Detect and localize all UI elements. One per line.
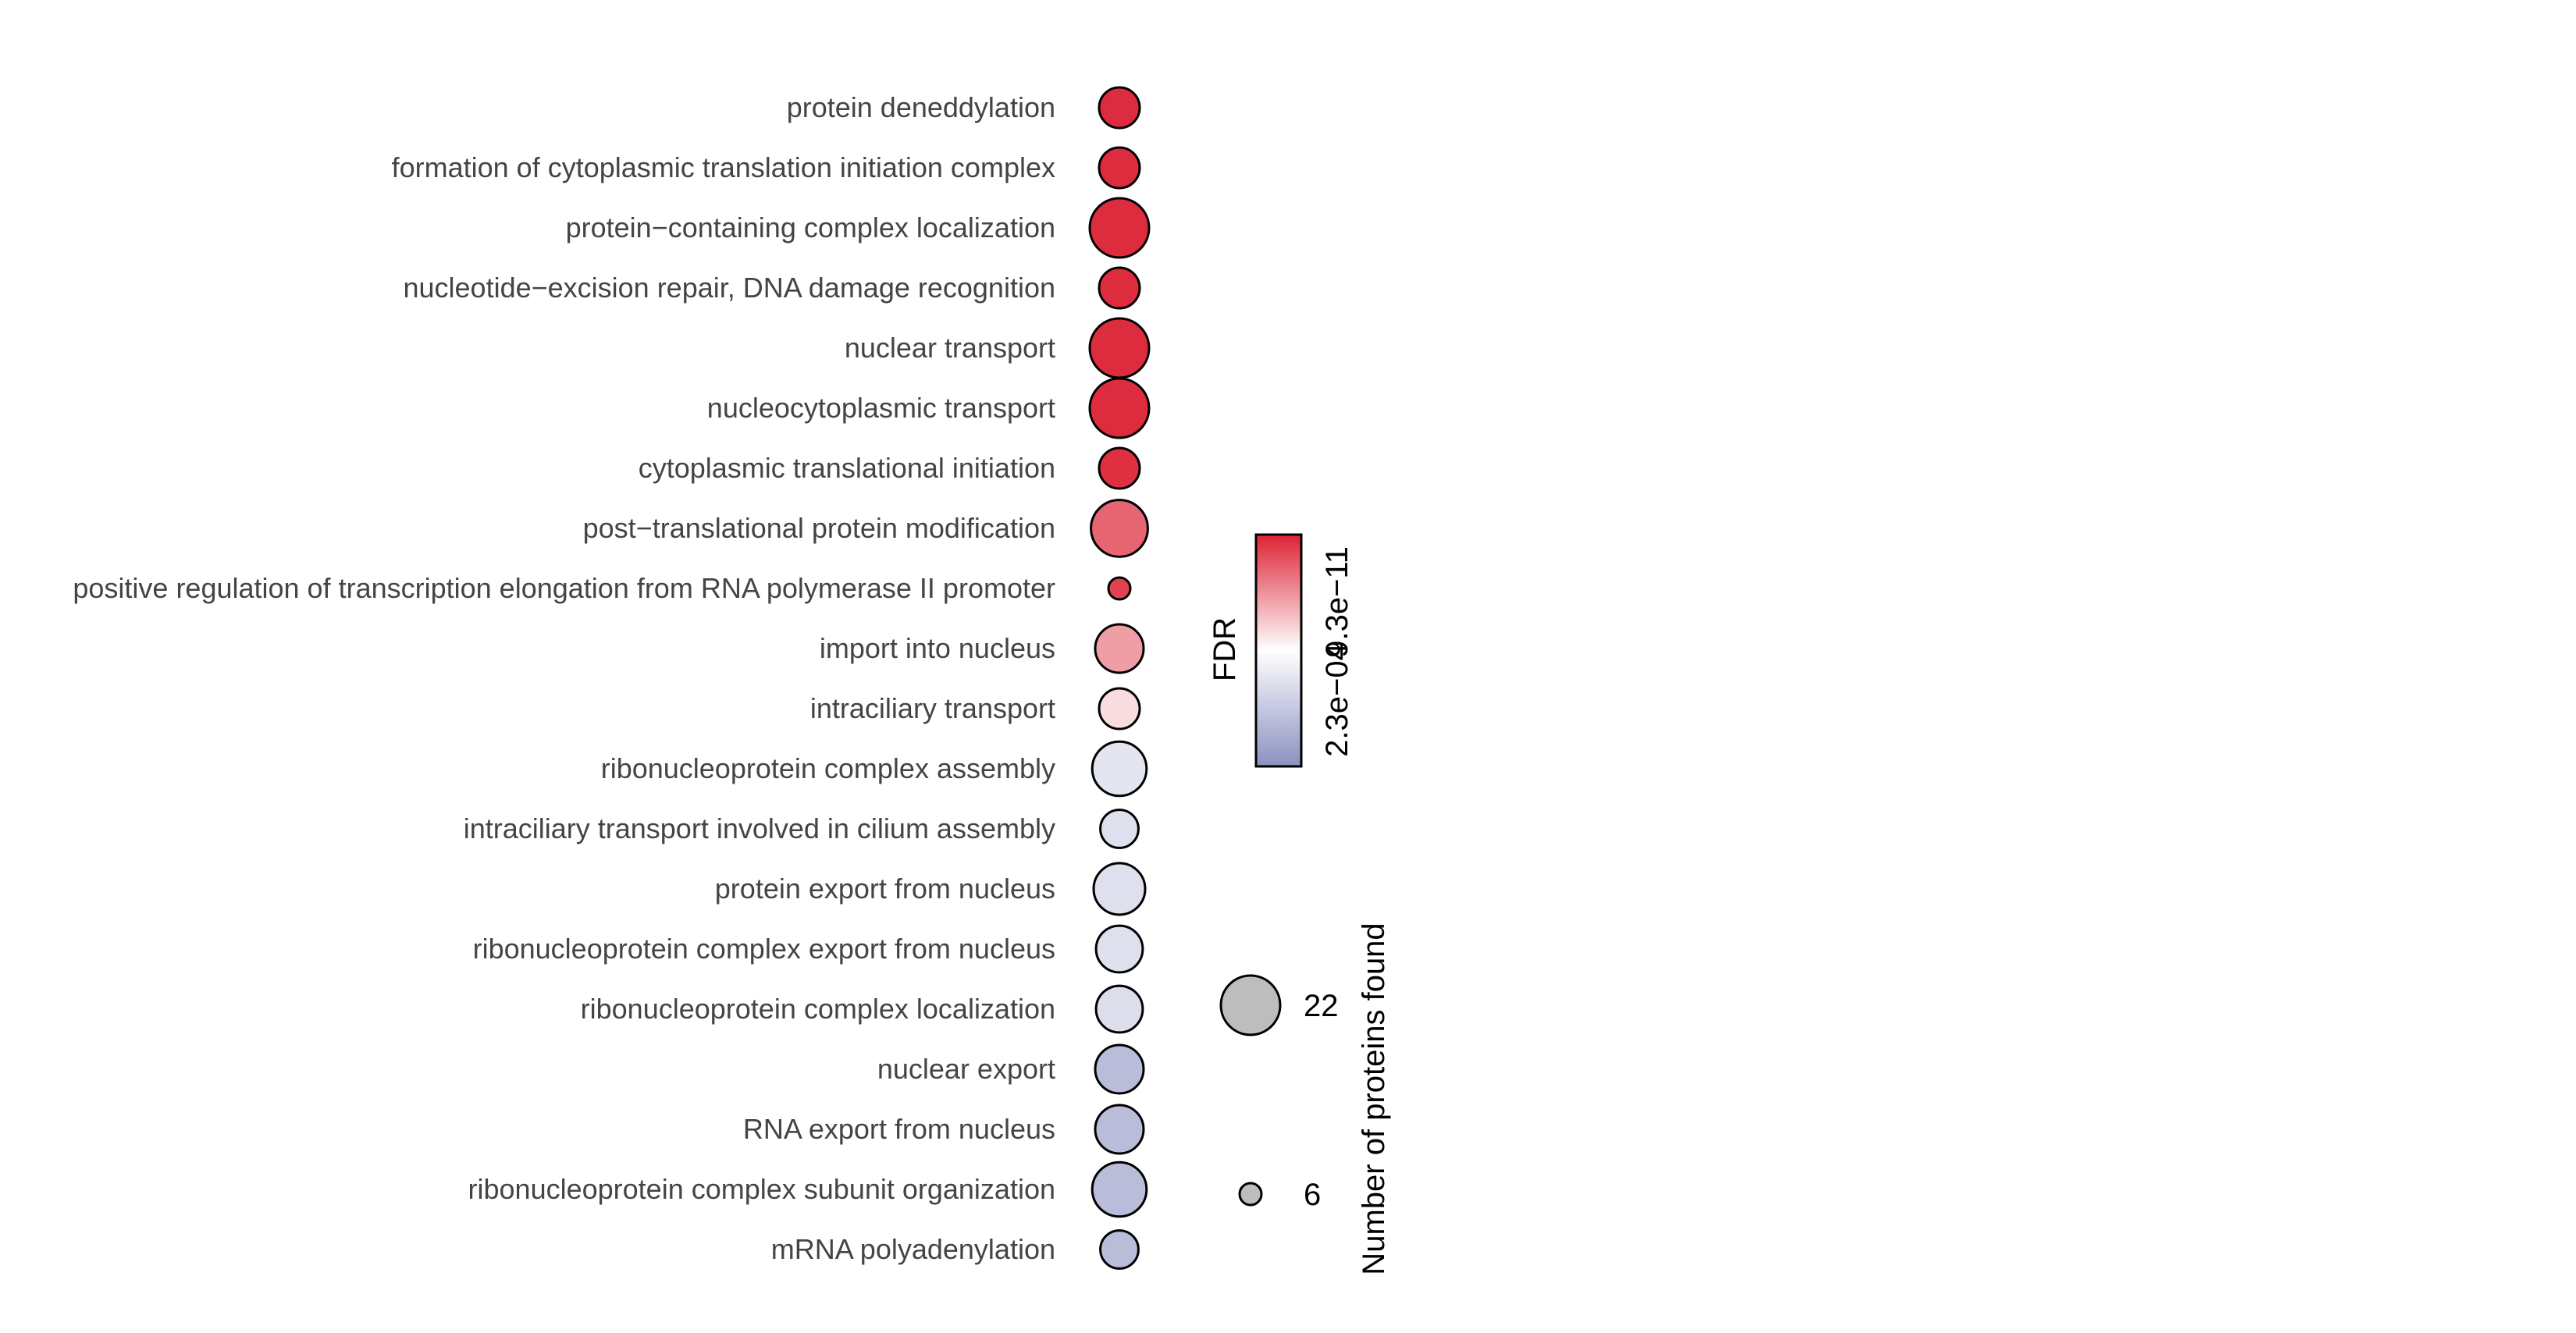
term-dot (1094, 623, 1145, 674)
term-dot (1098, 86, 1141, 130)
term-label: nuclear export (877, 1053, 1055, 1085)
term-dot (1094, 984, 1144, 1034)
term-label: protein deneddylation (787, 91, 1055, 123)
term-label: protein−containing complex localization (566, 212, 1055, 243)
term-dot (1098, 687, 1141, 730)
term-label: formation of cytoplasmic translation ini… (392, 151, 1055, 183)
fdr-color-legend: FDR 9.3e−11 2.3e−04 (1208, 533, 1354, 768)
term-label: post−translational protein modification (583, 512, 1055, 544)
term-dot (1090, 499, 1149, 558)
term-label: intraciliary transport (810, 692, 1055, 724)
size-legend-dot-small (1238, 1182, 1263, 1207)
fdr-legend-title: FDR (1208, 617, 1242, 681)
term-label: cytoplasmic translational initiation (639, 452, 1055, 484)
term-dot (1098, 266, 1141, 310)
term-dot (1094, 924, 1144, 974)
term-dot (1092, 862, 1147, 916)
term-dot (1094, 1104, 1145, 1155)
term-dot (1098, 446, 1141, 490)
fdr-colorbar (1254, 533, 1303, 768)
term-label: positive regulation of transcription elo… (73, 572, 1055, 604)
term-label: intraciliary transport involved in ciliu… (464, 812, 1055, 844)
size-legend-label-large: 22 (1304, 989, 1339, 1023)
size-legend-dot-large (1219, 974, 1282, 1036)
term-label: RNA export from nucleus (743, 1113, 1055, 1145)
term-label: ribonucleoprotein complex export from nu… (473, 933, 1055, 965)
term-dot (1088, 377, 1151, 439)
term-dot (1088, 197, 1151, 259)
term-dot (1091, 1161, 1148, 1218)
term-label: ribonucleoprotein complex subunit organi… (468, 1173, 1055, 1205)
term-dot (1094, 1043, 1145, 1095)
term-dot (1099, 1229, 1140, 1270)
term-label: ribonucleoprotein complex assembly (601, 752, 1055, 784)
size-legend-label-small: 6 (1304, 1178, 1321, 1212)
term-dot (1099, 809, 1140, 849)
term-label: import into nucleus (820, 632, 1055, 664)
term-label: nucleocytoplasmic transport (707, 392, 1055, 424)
term-label: ribonucleoprotein complex localization (581, 993, 1055, 1025)
fdr-high-label: 9.3e−11 (1320, 546, 1354, 658)
term-label: nuclear transport (845, 332, 1055, 364)
fdr-low-label: 2.3e−04 (1320, 643, 1354, 757)
term-dot (1091, 740, 1148, 798)
term-label: mRNA polyadenylation (771, 1233, 1055, 1265)
term-dot (1098, 146, 1141, 190)
size-legend-title: Number of proteins found (1357, 922, 1391, 1274)
term-label: nucleotide−excision repair, DNA damage r… (403, 272, 1055, 304)
term-label: protein export from nucleus (715, 873, 1055, 905)
size-legend: 22 6 Number of proteins found (1219, 922, 1391, 1275)
term-dot (1107, 576, 1132, 601)
term-rows: protein deneddylation formation of cytopl… (73, 86, 1151, 1270)
term-dot (1088, 317, 1151, 379)
